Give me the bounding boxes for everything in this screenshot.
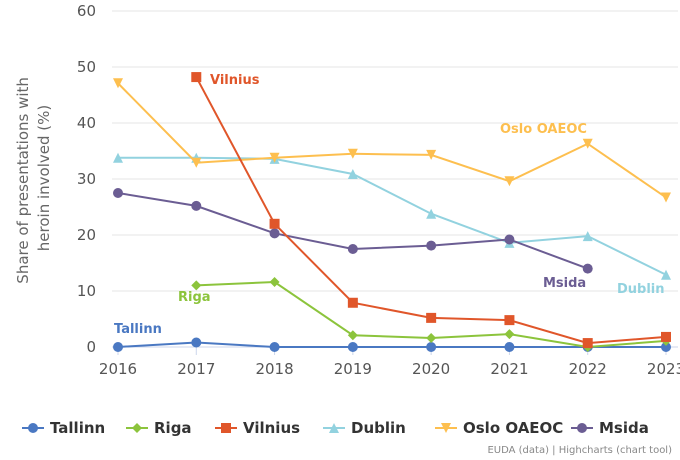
x-tick-label: 2020 xyxy=(412,360,450,378)
data-point[interactable] xyxy=(269,218,280,229)
legend-marker-icon xyxy=(577,423,587,433)
x-tick-label: 2016 xyxy=(99,360,137,378)
legend-item[interactable]: Msida xyxy=(571,419,649,437)
credit[interactable]: EUDA (data) | Highcharts (chart tool) xyxy=(487,445,672,456)
data-point[interactable] xyxy=(661,331,671,342)
data-point[interactable] xyxy=(426,149,437,160)
data-point[interactable] xyxy=(426,240,437,251)
series-line xyxy=(117,341,666,348)
series-tallinn xyxy=(113,337,671,352)
series-label: Tallinn xyxy=(114,322,162,337)
series-vilnius xyxy=(191,72,671,349)
x-tick-label: 2019 xyxy=(334,360,372,378)
legend-item[interactable]: Oslo OAEOC xyxy=(435,419,563,437)
legend-label: Oslo OAEOC xyxy=(463,419,563,437)
legend-marker-icon xyxy=(28,423,38,433)
data-point[interactable] xyxy=(113,152,123,163)
data-point[interactable] xyxy=(113,342,123,352)
legend-label: Riga xyxy=(154,419,192,437)
x-tick-label: 2022 xyxy=(569,360,607,378)
data-point[interactable] xyxy=(347,297,358,308)
legend-label: Dublin xyxy=(351,419,406,437)
legend-item[interactable]: Vilnius xyxy=(215,419,300,437)
series-line xyxy=(117,82,667,199)
data-point[interactable] xyxy=(347,148,358,159)
data-point[interactable] xyxy=(347,168,358,179)
data-point[interactable] xyxy=(347,330,358,341)
series-label: Dublin xyxy=(617,282,665,297)
legend-label: Tallinn xyxy=(50,419,105,437)
y-tick-label: 50 xyxy=(77,58,96,76)
y-axis-title: Share of presentations with heroin invol… xyxy=(14,72,53,283)
series-label: Riga xyxy=(178,290,211,305)
series-label: Vilnius xyxy=(210,73,260,88)
data-point[interactable] xyxy=(426,312,437,323)
data-point[interactable] xyxy=(426,342,437,352)
data-point[interactable] xyxy=(191,157,202,168)
series-label: Msida xyxy=(543,276,586,291)
data-point[interactable] xyxy=(113,78,123,89)
series-line xyxy=(117,192,589,270)
y-tick-label: 20 xyxy=(77,226,96,244)
series-oslo-oaeoc xyxy=(113,78,671,203)
data-point[interactable] xyxy=(426,333,437,344)
data-point[interactable] xyxy=(504,329,515,340)
data-point[interactable] xyxy=(582,231,593,242)
data-point[interactable] xyxy=(426,208,437,219)
data-point[interactable] xyxy=(191,337,202,348)
data-point[interactable] xyxy=(504,342,515,352)
series-dublin xyxy=(113,152,671,280)
x-tick-label: 2023 xyxy=(647,360,680,378)
data-point[interactable] xyxy=(191,72,202,83)
data-point[interactable] xyxy=(191,200,202,211)
y-tick-label: 0 xyxy=(86,338,96,356)
data-point[interactable] xyxy=(269,277,280,288)
series-msida xyxy=(113,188,593,274)
data-point[interactable] xyxy=(582,138,593,149)
legend-label: Msida xyxy=(599,419,649,437)
data-point[interactable] xyxy=(269,342,280,352)
data-point[interactable] xyxy=(504,234,515,245)
data-point[interactable] xyxy=(661,192,671,203)
legend-marker-icon xyxy=(441,423,451,433)
legend-marker-icon xyxy=(221,423,231,433)
y-tick-label: 10 xyxy=(77,282,96,300)
legend-marker-icon xyxy=(329,423,339,433)
series-line xyxy=(118,156,667,276)
y-tick-label: 60 xyxy=(77,2,96,20)
data-point[interactable] xyxy=(582,263,593,274)
y-tick-label: 30 xyxy=(77,170,96,188)
data-point[interactable] xyxy=(504,176,515,187)
data-point[interactable] xyxy=(347,244,358,254)
legend-item[interactable]: Riga xyxy=(126,419,192,437)
data-point[interactable] xyxy=(661,269,671,280)
y-tick-label: 40 xyxy=(77,114,96,132)
data-point[interactable] xyxy=(113,188,123,198)
x-tick-label: 2021 xyxy=(490,360,528,378)
data-point[interactable] xyxy=(582,338,593,349)
data-point[interactable] xyxy=(191,280,202,291)
legend-item[interactable]: Tallinn xyxy=(22,419,105,437)
data-point[interactable] xyxy=(269,152,280,163)
legend-marker-icon xyxy=(132,423,142,433)
legend-item[interactable]: Dublin xyxy=(323,419,406,437)
data-point[interactable] xyxy=(661,342,671,352)
legend-label: Vilnius xyxy=(243,419,300,437)
series-label: Oslo OAEOC xyxy=(500,122,587,137)
x-tick-label: 2017 xyxy=(177,360,215,378)
data-point[interactable] xyxy=(269,228,280,239)
x-tick-label: 2018 xyxy=(255,360,293,378)
data-point[interactable] xyxy=(347,342,358,352)
data-point[interactable] xyxy=(504,315,515,326)
